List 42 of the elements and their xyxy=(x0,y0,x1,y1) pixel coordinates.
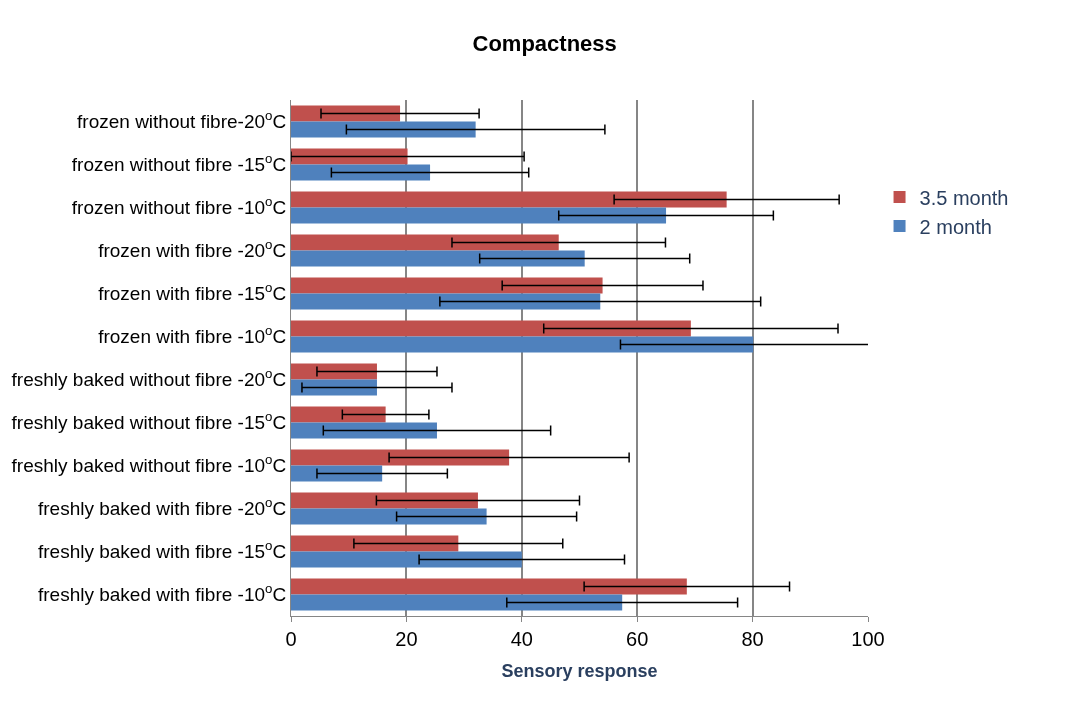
y-tick-label: freshly baked without fibre -20$^{o}$C xyxy=(11,366,287,391)
bar xyxy=(291,207,667,224)
y-tick-label: freshly baked without fibre -15$^{o}$C xyxy=(11,409,287,434)
bar xyxy=(291,578,687,595)
legend-label: 3.5 month xyxy=(919,186,1009,209)
bar xyxy=(291,234,559,251)
x-tick-label: 0 xyxy=(285,628,297,650)
y-tick-label: freshly baked with fibre -15$^{o}$C xyxy=(38,538,287,563)
bar xyxy=(291,336,754,353)
bar xyxy=(291,277,603,294)
x-tick-label: 40 xyxy=(510,628,533,650)
x-tick-label: 80 xyxy=(741,628,764,650)
y-tick-label: frozen without fibre -15$^{o}$C xyxy=(71,151,287,176)
bar xyxy=(291,293,601,310)
bar xyxy=(291,551,522,568)
bar xyxy=(291,121,476,138)
bar xyxy=(291,250,585,267)
bar xyxy=(291,508,487,525)
y-tick-label: freshly baked without fibre -10$^{o}$C xyxy=(11,452,287,477)
bar xyxy=(291,406,386,423)
bar xyxy=(291,363,377,380)
x-tick-label: 20 xyxy=(395,628,418,650)
y-tick-label: frozen without fibre-20$^{o}$C xyxy=(77,108,287,133)
legend-label: 2 month xyxy=(919,215,992,238)
x-axis-title: Sensory response xyxy=(501,661,658,682)
bar xyxy=(291,535,459,552)
y-tick-label: frozen with fibre -20$^{o}$C xyxy=(98,237,287,262)
bar xyxy=(291,449,510,466)
x-tick-label: 60 xyxy=(626,628,649,650)
bar xyxy=(291,492,478,509)
bar xyxy=(291,148,408,165)
x-tick-label: 100 xyxy=(851,628,885,650)
bar xyxy=(291,105,401,122)
y-tick-label: freshly baked with fibre -10$^{o}$C xyxy=(38,581,287,606)
bar xyxy=(291,191,727,208)
y-tick-label: freshly baked with fibre -20$^{o}$C xyxy=(38,495,287,520)
y-tick-label: frozen with fibre -15$^{o}$C xyxy=(98,280,287,305)
bar xyxy=(291,320,691,337)
y-tick-label: frozen with fibre -10$^{o}$C xyxy=(98,323,287,348)
bar xyxy=(291,594,623,611)
chart-title: Compactness xyxy=(472,30,617,56)
y-tick-label: frozen without fibre -10$^{o}$C xyxy=(71,194,287,219)
